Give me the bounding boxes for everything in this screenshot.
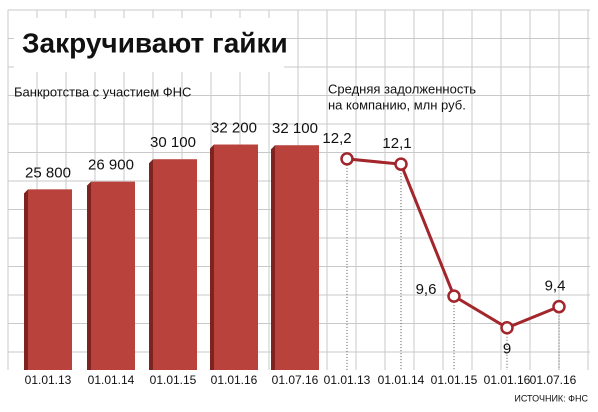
bar-side	[24, 189, 28, 370]
bar-side	[271, 145, 275, 370]
value-label: 9	[503, 341, 511, 358]
point	[340, 152, 354, 166]
x-tick-label: 01.01.16	[211, 373, 258, 387]
x-tick-label: 01.07.16	[530, 373, 577, 387]
value-label: 9,6	[416, 281, 437, 298]
panel-title: Средняя задолженность	[328, 81, 476, 96]
x-tick-label: 01.01.14	[88, 373, 135, 387]
value-label: 12,2	[322, 130, 351, 147]
value-label: 32 200	[211, 119, 257, 136]
x-tick-label: 01.01.16	[484, 373, 531, 387]
bar-side	[210, 144, 214, 370]
value-label: 25 800	[25, 164, 71, 181]
point	[447, 289, 461, 303]
x-tick-label: 01.01.13	[324, 373, 371, 387]
bar	[28, 189, 72, 370]
chart-title: Закручивают гайки	[22, 27, 288, 58]
bar	[91, 181, 135, 370]
value-label: 30 100	[150, 134, 196, 151]
title-box	[14, 18, 284, 72]
x-tick-label: 01.07.16	[272, 373, 319, 387]
point	[500, 321, 514, 335]
bar	[275, 145, 319, 370]
panel-title: Банкротства с участием ФНС	[14, 84, 191, 99]
x-tick-label: 01.01.15	[150, 373, 197, 387]
x-tick-label: 01.01.15	[431, 373, 478, 387]
value-label: 26 900	[88, 157, 134, 174]
bar	[214, 144, 258, 370]
bar-side	[87, 181, 91, 370]
panel-title: на компанию, млн руб.	[328, 97, 466, 112]
bar-side	[149, 159, 153, 370]
x-tick-label: 01.01.13	[25, 373, 72, 387]
bar	[153, 159, 197, 370]
value-label: 32 100	[272, 120, 318, 137]
source: ИСТОЧНИК: ФНС	[514, 393, 588, 403]
value-label: 12,1	[382, 135, 411, 152]
point	[394, 157, 408, 171]
value-label: 9,4	[545, 278, 566, 295]
point	[552, 299, 566, 314]
x-tick-label: 01.01.14	[378, 373, 425, 387]
